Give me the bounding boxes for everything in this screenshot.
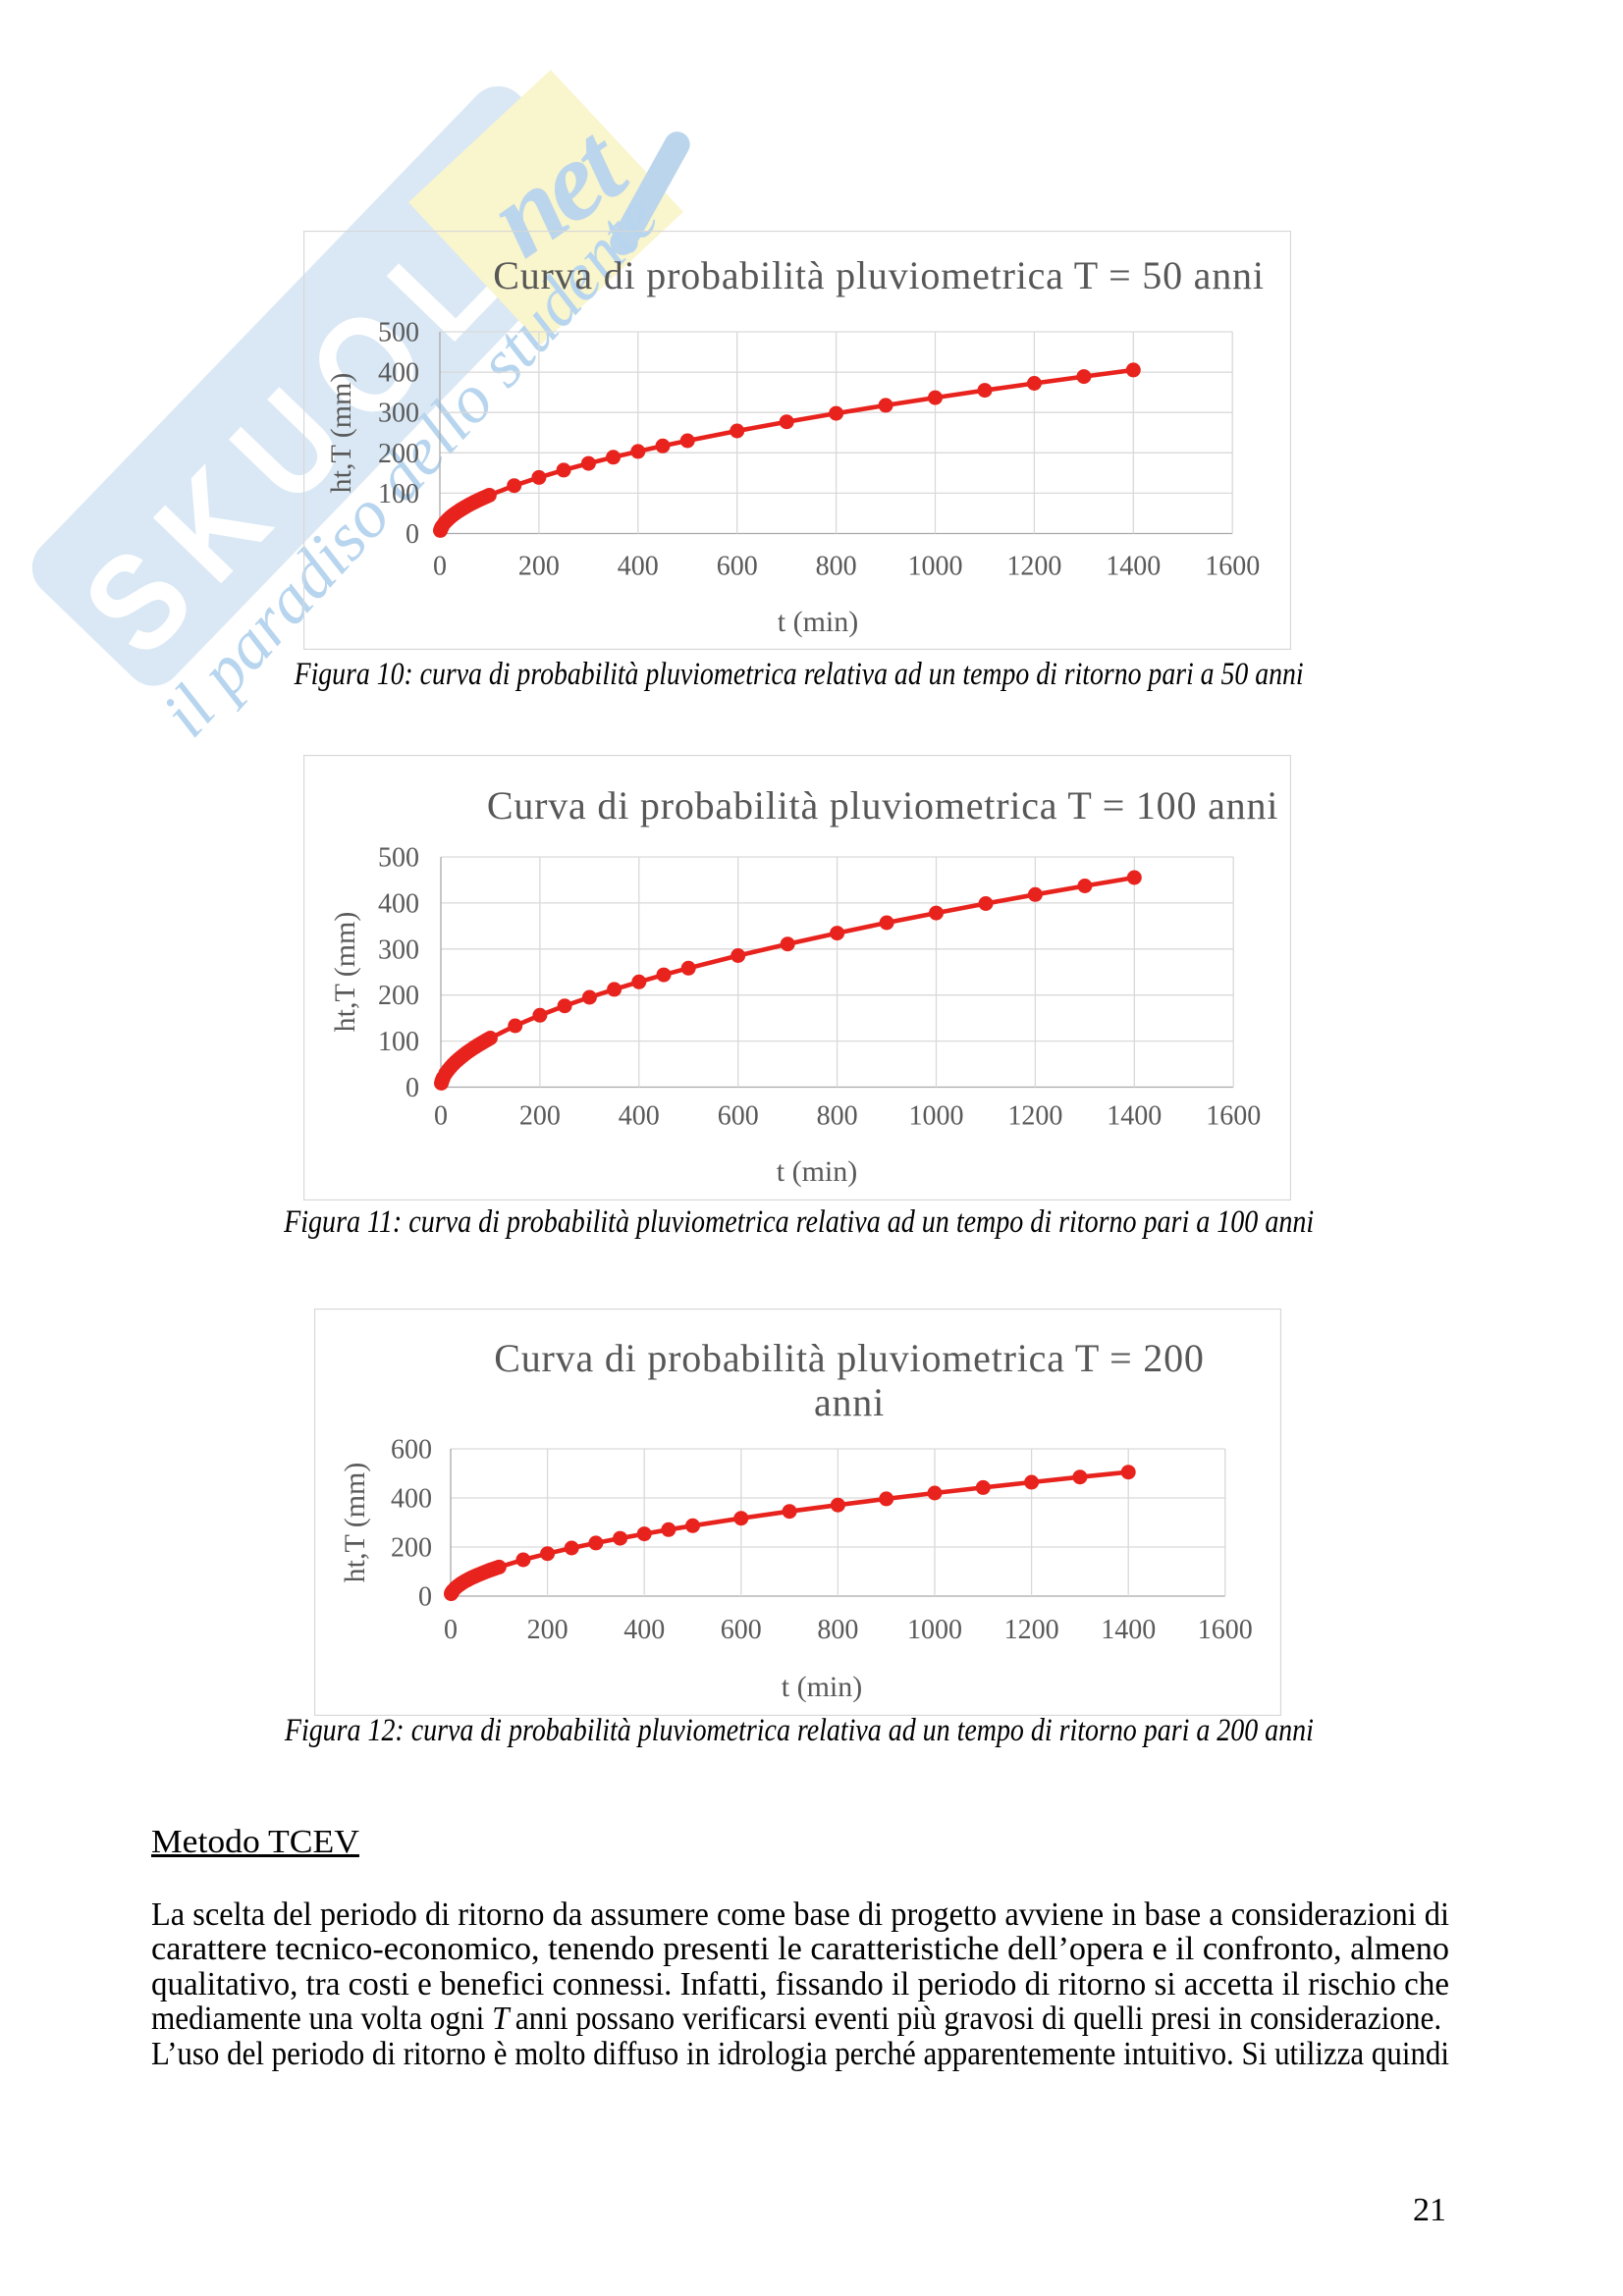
svg-text:100: 100 (378, 479, 419, 509)
svg-text:200: 200 (527, 1615, 568, 1645)
svg-text:600: 600 (721, 1615, 762, 1645)
svg-text:600: 600 (717, 552, 758, 582)
svg-text:ht,T (mm): ht,T (mm) (325, 373, 357, 494)
svg-text:1200: 1200 (1007, 1101, 1062, 1132)
svg-text:0: 0 (433, 552, 447, 582)
svg-text:200: 200 (378, 439, 419, 469)
svg-text:0: 0 (406, 1073, 419, 1103)
svg-text:500: 500 (378, 318, 419, 348)
svg-text:800: 800 (817, 1101, 858, 1132)
svg-text:1400: 1400 (1101, 1615, 1156, 1645)
svg-text:200: 200 (519, 1101, 561, 1132)
svg-text:Curva di probabilità pluviomet: Curva di probabilità pluviometrica T = 5… (493, 253, 1265, 297)
svg-text:400: 400 (378, 358, 419, 389)
svg-text:Curva di probabilità pluviomet: Curva di probabilità pluviometrica T = 2… (494, 1336, 1204, 1380)
svg-text:600: 600 (391, 1435, 432, 1466)
svg-text:1200: 1200 (1004, 1615, 1059, 1645)
svg-text:1200: 1200 (1006, 552, 1061, 582)
svg-text:800: 800 (817, 1615, 858, 1645)
svg-text:400: 400 (391, 1484, 432, 1515)
svg-text:400: 400 (618, 552, 659, 582)
svg-text:0: 0 (406, 519, 419, 550)
svg-text:ht,T (mm): ht,T (mm) (329, 912, 361, 1033)
svg-text:300: 300 (378, 399, 419, 429)
svg-text:400: 400 (378, 888, 419, 919)
svg-text:1000: 1000 (907, 1615, 962, 1645)
svg-text:0: 0 (418, 1582, 432, 1613)
svg-text:800: 800 (816, 552, 857, 582)
svg-text:anni: anni (814, 1380, 885, 1424)
svg-text:1000: 1000 (908, 552, 963, 582)
svg-text:t (min): t (min) (782, 1671, 863, 1703)
svg-text:1600: 1600 (1205, 552, 1260, 582)
svg-text:1600: 1600 (1206, 1101, 1261, 1132)
svg-text:400: 400 (623, 1615, 665, 1645)
svg-text:600: 600 (718, 1101, 759, 1132)
svg-text:Curva di probabilità pluviomet: Curva di probabilità pluviometrica T = 1… (487, 783, 1278, 828)
svg-text:1400: 1400 (1106, 552, 1161, 582)
svg-text:400: 400 (619, 1101, 660, 1132)
svg-text:100: 100 (378, 1027, 419, 1057)
svg-text:ht,T (mm): ht,T (mm) (339, 1463, 371, 1583)
svg-text:200: 200 (518, 552, 560, 582)
svg-text:1600: 1600 (1198, 1615, 1253, 1645)
svg-text:t (min): t (min) (777, 1155, 858, 1188)
svg-text:200: 200 (391, 1533, 432, 1564)
svg-text:0: 0 (444, 1615, 458, 1645)
svg-text:300: 300 (378, 934, 419, 965)
svg-text:t (min): t (min) (778, 606, 859, 638)
svg-text:500: 500 (378, 843, 419, 874)
svg-text:1000: 1000 (909, 1101, 964, 1132)
svg-text:200: 200 (378, 981, 419, 1011)
svg-text:0: 0 (434, 1101, 448, 1132)
svg-text:1400: 1400 (1107, 1101, 1162, 1132)
